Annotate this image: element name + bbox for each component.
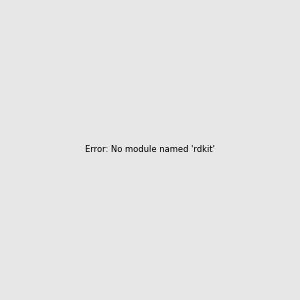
Text: Error: No module named 'rdkit': Error: No module named 'rdkit' (85, 146, 215, 154)
